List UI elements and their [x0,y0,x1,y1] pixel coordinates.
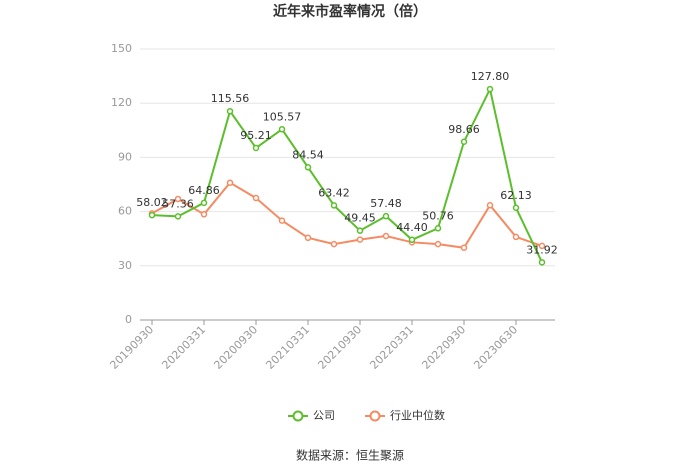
data-point [200,199,208,207]
data-point [434,225,442,232]
data-point [304,164,312,171]
x-tick-label: 20200331 [159,323,208,372]
data-point [148,211,156,219]
y-tick-label: 60 [118,205,132,218]
legend-marker[interactable] [292,410,304,422]
data-point [356,227,364,234]
data-point [538,259,546,266]
data-point [278,217,286,224]
data-point [486,85,494,93]
legend-label[interactable]: 行业中位数 [390,408,445,422]
data-label: 44.40 [396,221,428,234]
data-label: 63.42 [318,186,350,199]
legend-marker[interactable] [369,410,381,422]
data-label: 31.92 [526,243,558,256]
data-point [252,144,260,152]
data-point [486,202,494,209]
data-point [252,194,260,202]
data-point [382,212,390,220]
x-tick-label: 20230630 [471,323,520,372]
source-note: 数据来源：恒生聚源 [296,448,404,463]
data-point [382,232,390,240]
y-tick-label: 30 [118,259,132,272]
data-label: 50.76 [422,209,454,222]
data-label: 84.54 [292,148,324,161]
data-label: 57.48 [370,197,402,210]
data-label: 95.21 [240,129,272,142]
data-point [174,195,182,203]
data-label: 57.36 [162,197,194,210]
data-point [356,236,364,243]
data-label: 115.56 [211,92,250,105]
x-tick-label: 20210331 [263,323,312,372]
data-point [226,179,234,186]
data-label: 105.57 [263,110,302,123]
x-tick-label: 20220930 [419,323,468,372]
series-line [151,181,543,249]
y-tick-label: 90 [118,150,132,163]
data-point [512,204,520,212]
chart-title: 近年来市盈率情况（倍） [273,3,427,20]
data-point [278,126,286,133]
data-point [460,244,468,251]
y-tick-label: 120 [111,96,132,109]
x-tick-label: 20220331 [367,323,416,372]
data-point [460,138,468,146]
data-point [408,236,416,244]
data-point [434,240,442,248]
x-tick-label: 20210930 [315,323,364,372]
data-label: 62.13 [500,189,532,202]
data-label: 49.45 [344,212,376,225]
data-point [304,234,312,242]
y-tick-label: 150 [111,42,132,55]
data-point [330,240,338,248]
x-tick-label: 20190930 [107,323,156,372]
data-label: 127.80 [471,70,510,83]
x-tick-label: 20200930 [211,323,260,372]
data-point [174,213,182,220]
y-tick-label: 0 [125,313,132,326]
data-label: 64.86 [188,184,220,197]
legend-label[interactable]: 公司 [313,409,335,422]
data-point [330,202,338,209]
data-point [226,107,234,115]
data-label: 98.66 [448,123,480,136]
data-point [538,242,546,250]
data-point [512,233,520,241]
data-label: 58.02 [136,196,168,209]
data-point [200,211,208,218]
series-line [151,86,543,263]
